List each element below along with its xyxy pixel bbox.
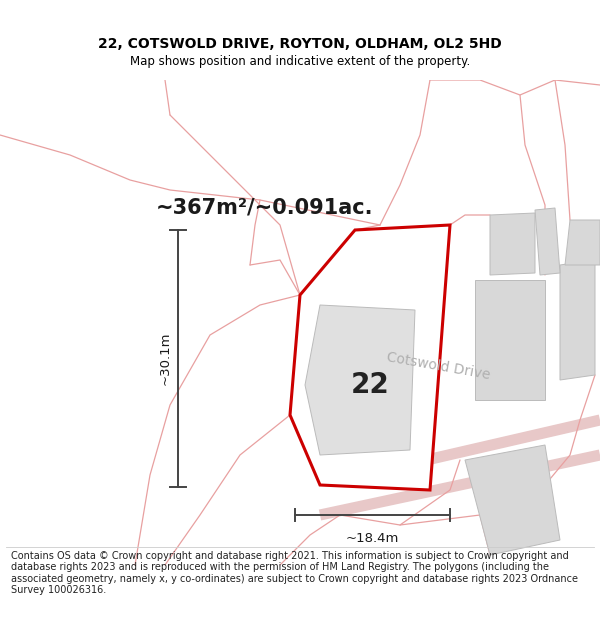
Polygon shape — [290, 225, 450, 490]
Text: ~367m²/~0.091ac.: ~367m²/~0.091ac. — [156, 198, 373, 217]
Text: 22: 22 — [350, 371, 389, 399]
Text: 22, COTSWOLD DRIVE, ROYTON, OLDHAM, OL2 5HD: 22, COTSWOLD DRIVE, ROYTON, OLDHAM, OL2 … — [98, 37, 502, 51]
Polygon shape — [490, 213, 535, 275]
Polygon shape — [465, 445, 560, 555]
Text: Contains OS data © Crown copyright and database right 2021. This information is : Contains OS data © Crown copyright and d… — [11, 551, 578, 596]
Polygon shape — [475, 280, 545, 400]
Text: Cotswold Drive: Cotswold Drive — [385, 351, 491, 382]
Polygon shape — [305, 305, 415, 455]
Text: ~18.4m: ~18.4m — [346, 532, 399, 545]
Polygon shape — [535, 208, 560, 275]
Polygon shape — [560, 260, 595, 380]
Text: Map shows position and indicative extent of the property.: Map shows position and indicative extent… — [130, 55, 470, 68]
Polygon shape — [565, 220, 600, 265]
Text: ~30.1m: ~30.1m — [158, 332, 172, 385]
